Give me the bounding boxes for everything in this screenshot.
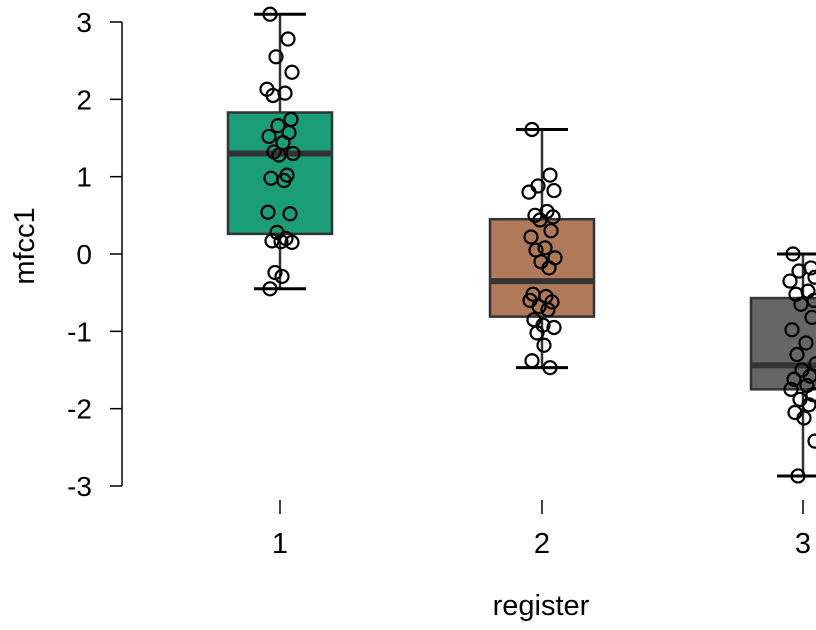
data-point xyxy=(544,294,560,310)
data-point xyxy=(262,281,278,297)
y-tick-label: 2 xyxy=(76,84,92,115)
data-point xyxy=(785,246,801,262)
data-point xyxy=(793,296,809,312)
data-point xyxy=(270,118,286,134)
y-tick-label: 1 xyxy=(76,162,92,193)
data-point xyxy=(536,337,552,353)
data-point xyxy=(808,356,816,372)
data-point xyxy=(531,298,547,315)
data-point xyxy=(268,49,284,65)
y-tick-label: -1 xyxy=(67,316,92,347)
data-point xyxy=(524,353,540,369)
data-point xyxy=(284,234,300,250)
data-point xyxy=(791,263,807,279)
x-tick-label: 2 xyxy=(534,528,550,560)
y-axis-ticks: -3 -2 -1 0 1 2 3 xyxy=(67,7,122,502)
y-tick-label: -3 xyxy=(67,471,92,502)
data-point xyxy=(260,204,276,220)
data-point xyxy=(529,325,545,341)
data-point xyxy=(284,64,300,80)
box-group xyxy=(226,6,816,484)
data-point xyxy=(546,319,562,336)
data-point xyxy=(537,240,553,256)
data-point xyxy=(786,371,802,387)
data-point xyxy=(796,410,812,426)
data-point xyxy=(282,206,298,222)
box-2 xyxy=(488,121,596,376)
data-point xyxy=(542,360,558,376)
data-point xyxy=(273,234,289,250)
box-3 xyxy=(749,246,816,484)
data-point xyxy=(264,233,280,249)
data-point xyxy=(798,335,814,351)
data-point xyxy=(807,269,816,285)
data-point xyxy=(262,6,278,22)
x-tick-label: 3 xyxy=(795,528,811,560)
data-point xyxy=(276,172,292,189)
data-point xyxy=(265,87,281,104)
data-point xyxy=(532,212,548,228)
data-point xyxy=(523,229,539,245)
data-point xyxy=(783,381,799,397)
data-point xyxy=(804,309,816,326)
data-point xyxy=(541,260,557,276)
data-point xyxy=(784,322,800,338)
box-1 xyxy=(226,6,334,297)
data-point xyxy=(285,145,301,162)
data-point xyxy=(274,268,290,285)
data-point xyxy=(540,302,556,318)
data-point xyxy=(521,184,537,200)
data-point xyxy=(527,207,543,223)
data-point xyxy=(524,121,540,138)
data-point xyxy=(807,433,816,449)
x-axis-ticks: 1 2 3 xyxy=(272,500,811,560)
data-point xyxy=(271,147,287,163)
data-point xyxy=(261,128,277,145)
data-point xyxy=(805,387,816,403)
y-tick-label: -2 xyxy=(67,394,92,425)
data-point xyxy=(789,346,805,363)
x-axis-title: register xyxy=(493,590,590,622)
data-point xyxy=(790,468,806,484)
x-tick-label: 1 xyxy=(272,528,288,560)
data-point xyxy=(546,182,562,199)
data-point xyxy=(543,223,559,239)
data-point xyxy=(280,31,296,47)
y-tick-label: 3 xyxy=(76,7,92,38)
data-point xyxy=(782,273,798,289)
y-tick-label: 0 xyxy=(76,239,92,270)
y-axis-title: mfcc1 xyxy=(9,207,41,284)
data-point xyxy=(542,167,558,183)
data-point xyxy=(802,368,816,384)
